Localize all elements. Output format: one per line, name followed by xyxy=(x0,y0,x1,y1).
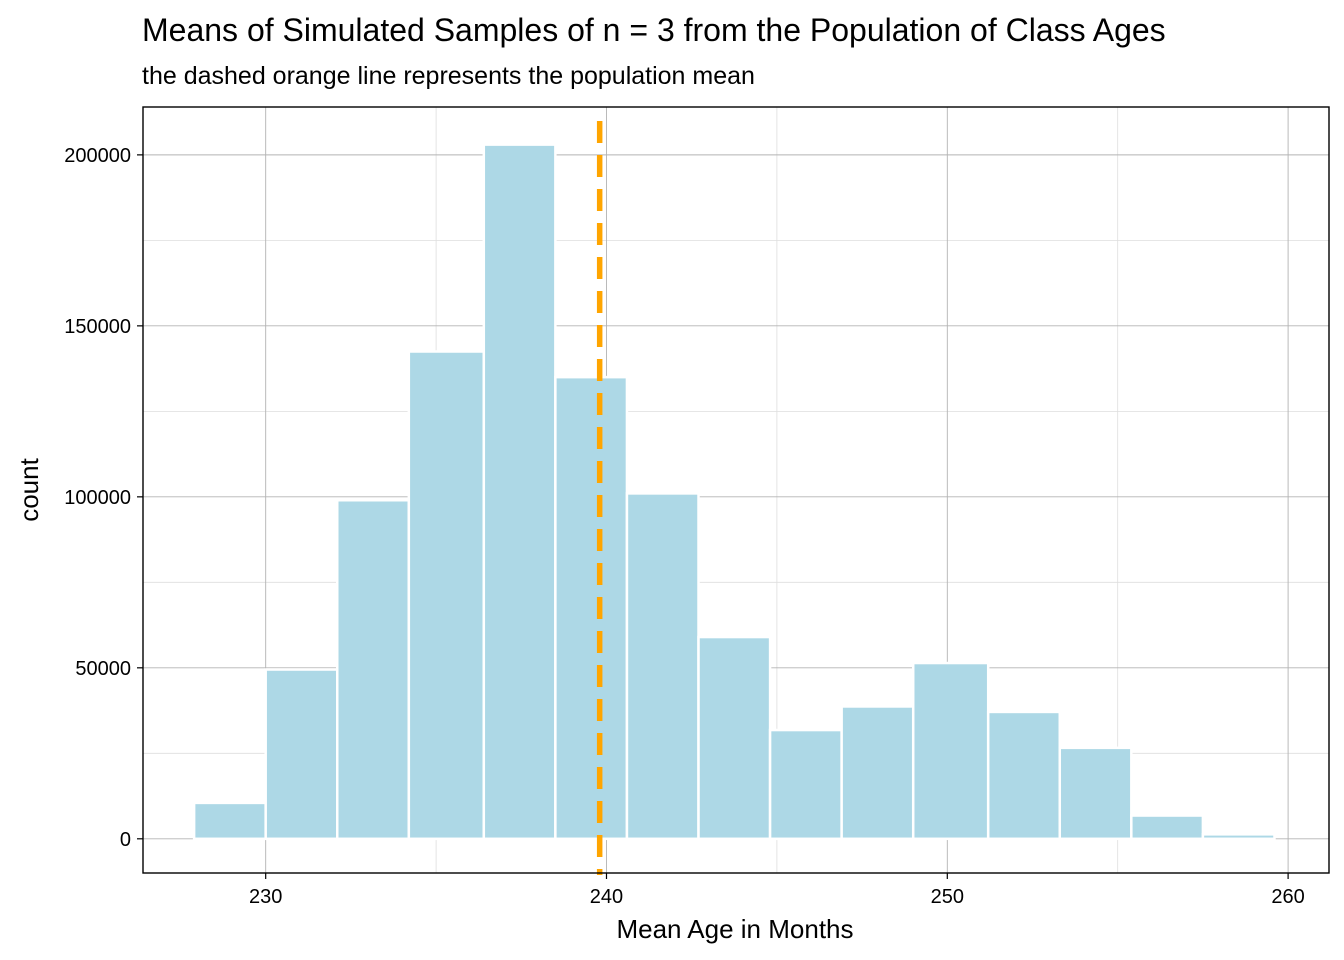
chart-subtitle: the dashed orange line represents the po… xyxy=(142,62,755,90)
y-axis-ticks: 0 50000 100000 150000 200000 xyxy=(64,145,143,851)
x-axis-ticks: 230 240 250 260 xyxy=(249,873,1305,908)
histogram-bar xyxy=(1058,746,1133,841)
histogram-bar xyxy=(336,499,411,841)
histogram-bar xyxy=(986,710,1062,841)
histogram-bar xyxy=(264,668,339,841)
histogram-bar xyxy=(911,661,990,841)
y-tick-label: 50000 xyxy=(75,658,131,680)
histogram-bar xyxy=(697,635,772,841)
x-tick-label: 250 xyxy=(931,886,964,908)
histogram-bar xyxy=(554,375,629,841)
x-tick-label: 240 xyxy=(590,886,623,908)
histogram-bar xyxy=(768,728,843,841)
y-tick-label: 100000 xyxy=(64,487,131,509)
histogram-bar xyxy=(482,143,557,841)
histogram-bar xyxy=(1201,833,1276,841)
histogram-bar xyxy=(1130,814,1205,841)
y-axis-title: count xyxy=(14,457,44,521)
histogram-bar xyxy=(840,705,915,841)
x-axis-title: Mean Age in Months xyxy=(616,914,853,944)
x-tick-label: 260 xyxy=(1271,886,1304,908)
y-tick-label: 0 xyxy=(120,829,131,851)
y-tick-label: 200000 xyxy=(64,145,131,167)
histogram-bars xyxy=(192,143,1276,841)
panel-border xyxy=(142,106,1330,874)
chart-title: Means of Simulated Samples of n = 3 from… xyxy=(142,12,1166,48)
y-tick-label: 150000 xyxy=(64,316,131,338)
histogram-bar xyxy=(407,350,486,841)
histogram-bar xyxy=(625,492,700,841)
x-tick-label: 230 xyxy=(249,886,282,908)
histogram-bar xyxy=(192,801,267,841)
